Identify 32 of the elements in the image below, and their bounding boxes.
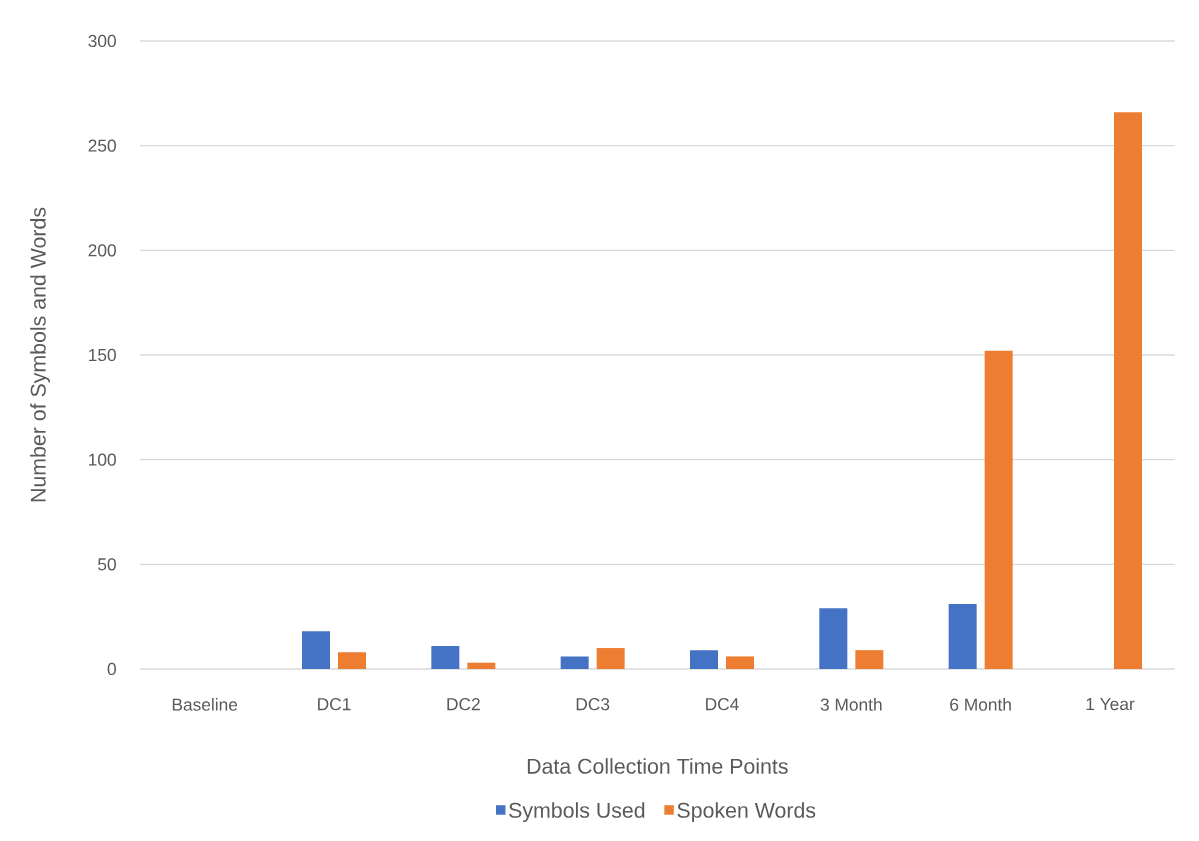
bar <box>302 631 330 669</box>
x-axis-title: Data Collection Time Points <box>527 758 788 774</box>
x-tick-label: 3 Month <box>820 698 882 711</box>
bar <box>984 350 1013 669</box>
bar <box>726 656 754 669</box>
y-tick-label: 300 <box>88 34 116 48</box>
x-tick-label: 1 Year <box>1086 698 1135 711</box>
x-tick-label: DC2 <box>447 698 480 711</box>
bar <box>1113 112 1142 669</box>
x-tick-label: 6 Month <box>950 698 1011 711</box>
x-tick-label: Baseline <box>172 698 238 711</box>
bar <box>467 662 496 669</box>
bar <box>690 650 718 669</box>
bar <box>596 648 625 669</box>
legend-label: Symbols Used <box>509 802 645 823</box>
legend-label: Spoken Words <box>677 802 816 823</box>
x-tick-label: DC4 <box>706 698 739 711</box>
y-tick-label: 200 <box>88 244 116 257</box>
y-tick-label: 50 <box>98 558 116 571</box>
bar <box>431 645 460 669</box>
bar <box>560 656 589 669</box>
x-tick-label: DC1 <box>318 698 351 711</box>
bar <box>855 650 884 669</box>
bar <box>948 604 977 669</box>
x-tick-label: DC3 <box>576 698 610 711</box>
bar <box>338 652 367 669</box>
y-tick-label: 100 <box>89 453 116 466</box>
y-axis-title: Number of Symbols and Words <box>30 207 50 502</box>
bar <box>819 608 848 669</box>
y-tick-label: 250 <box>88 139 116 152</box>
y-tick-label: 0 <box>107 662 116 676</box>
y-tick-label: 150 <box>89 348 116 362</box>
